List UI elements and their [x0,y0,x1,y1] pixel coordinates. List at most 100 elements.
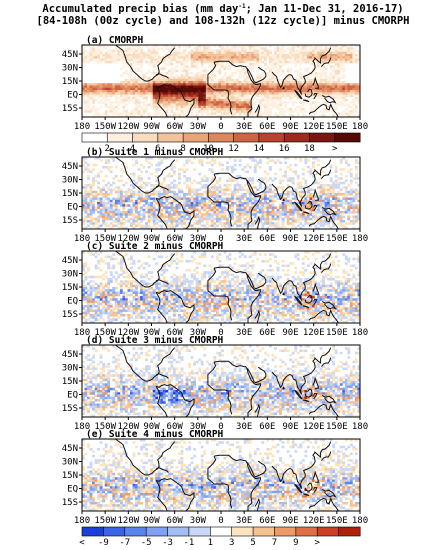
precip-cell [215,96,219,100]
precip-cell [87,175,90,178]
precip-cell [160,101,164,104]
precip-cell [281,51,285,55]
precip-cell [119,67,123,71]
precip-cell [84,202,88,205]
precip-cell [183,206,186,210]
precip-cell [195,110,199,113]
precip-cell [175,202,179,205]
precip-cell [122,226,126,229]
precip-cell [299,105,303,109]
precip-cell [223,92,227,95]
precip-cell [327,96,330,100]
precip-cell [147,193,151,196]
precip-cell [269,76,272,80]
precip-cell [317,215,320,219]
precip-cell [142,211,146,214]
precip-cell [170,76,174,80]
precip-cell [208,63,212,66]
precip-cell [97,112,100,116]
precip-cell [147,49,151,53]
precip-cell [324,60,328,64]
precip-cell [155,58,159,62]
precip-cell [223,188,227,192]
precip-cell [276,215,280,219]
precip-cell [117,51,121,55]
precip-cell [241,49,245,53]
precip-cell [241,226,245,229]
precip-cell [107,208,111,212]
precip-cell [266,157,270,160]
precip-cell [334,58,338,62]
precip-cell [296,224,300,228]
coastline [207,61,233,115]
lon-label: 60E [259,234,275,244]
precip-cell [238,195,242,198]
precip-cell [299,83,303,86]
precip-cell [89,54,93,57]
precip-cell [263,204,267,207]
precip-cell [334,99,338,102]
precip-cell [198,181,202,185]
precip-cell [152,215,156,219]
precip-cell [327,92,330,95]
precip-cell [167,220,171,223]
precip-cell [344,94,348,98]
precip-cell [208,224,212,228]
coastline [304,88,313,98]
precip-cell [203,190,207,194]
precip-cell [337,184,341,187]
precip-cell [253,220,257,223]
precip-cell [114,110,118,113]
precip-cell [145,45,149,48]
precip-cell [284,63,288,66]
precip-cell [344,56,348,59]
precip-cell [172,51,176,55]
precip-cell [342,99,346,102]
precip-cell [274,83,277,86]
precip-cell [145,76,149,80]
precip-cell [172,76,176,80]
precip-cell [337,92,341,95]
precip-cell [269,45,272,48]
precip-cell [84,208,88,212]
precip-cell [167,49,171,53]
precip-cell [289,87,293,91]
precip-cell [175,213,179,216]
precip-cell [271,159,275,162]
precip-cell [208,206,212,210]
precip-cell [150,206,154,210]
precip-cell [357,184,360,187]
precip-cell [269,278,272,281]
precip-cell [178,275,181,279]
precip-cell [324,215,328,219]
precip-cell [344,49,348,53]
precip-cell [109,213,113,216]
precip-cell [84,206,88,210]
precip-cell [147,208,151,212]
precip-cell [241,92,245,95]
precip-cell [306,199,310,203]
precip-cell [339,56,343,59]
precip-cell [107,224,111,228]
precip-cell [137,190,141,194]
precip-cell [195,271,199,274]
precip-cell [334,195,338,198]
precip-cell [233,184,237,187]
precip-cell [162,206,166,210]
precip-cell [193,90,197,93]
precip-cell [200,105,204,109]
lon-label: 30W [190,122,207,132]
precip-cell [322,51,325,55]
precip-cell [284,74,288,77]
precip-cell [145,226,149,229]
precip-cell [279,96,282,100]
precip-cell [301,266,305,270]
precip-cell [117,211,121,214]
precip-cell [246,54,250,57]
precip-cell [127,78,131,82]
precip-cell [104,206,108,210]
precip-cell [352,92,356,95]
precip-cell [352,208,356,212]
precip-cell [317,51,320,55]
precip-cell [130,56,133,59]
